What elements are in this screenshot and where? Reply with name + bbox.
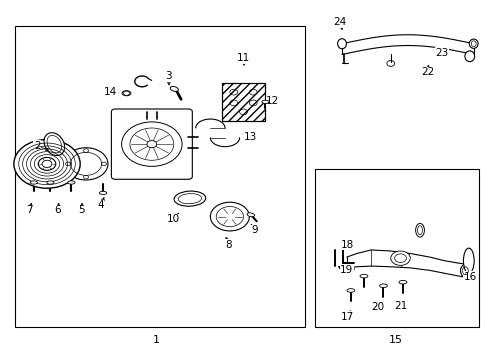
Text: 15: 15 (388, 334, 402, 345)
Ellipse shape (44, 133, 64, 156)
Ellipse shape (460, 265, 469, 277)
FancyBboxPatch shape (111, 109, 192, 179)
Text: 20: 20 (370, 302, 384, 312)
Text: 8: 8 (224, 239, 231, 249)
Text: 10: 10 (167, 215, 180, 224)
Text: 12: 12 (265, 96, 279, 106)
Circle shape (64, 148, 108, 180)
Ellipse shape (359, 274, 367, 278)
Text: 7: 7 (26, 206, 33, 216)
Ellipse shape (47, 181, 54, 184)
Text: 9: 9 (250, 225, 257, 235)
Text: 5: 5 (78, 206, 84, 216)
Text: 2: 2 (34, 141, 41, 151)
Ellipse shape (415, 224, 424, 237)
Bar (315, 169, 478, 327)
Circle shape (14, 139, 80, 188)
Text: 21: 21 (393, 301, 407, 311)
Text: 18: 18 (341, 239, 354, 249)
Ellipse shape (346, 289, 354, 292)
Text: 17: 17 (341, 312, 354, 322)
Circle shape (210, 202, 249, 231)
Ellipse shape (464, 51, 474, 62)
Ellipse shape (337, 39, 346, 49)
Ellipse shape (68, 181, 75, 184)
Text: 16: 16 (463, 272, 476, 282)
Text: 22: 22 (421, 67, 434, 77)
Ellipse shape (174, 191, 205, 206)
Text: 11: 11 (236, 53, 249, 63)
Ellipse shape (463, 248, 473, 273)
Ellipse shape (468, 39, 477, 48)
Ellipse shape (122, 91, 131, 96)
Ellipse shape (30, 181, 38, 184)
Text: 3: 3 (165, 71, 172, 81)
Circle shape (147, 140, 157, 148)
Ellipse shape (170, 86, 178, 91)
Ellipse shape (398, 280, 406, 284)
Bar (221, 83, 265, 121)
Ellipse shape (246, 213, 254, 217)
Text: 14: 14 (103, 87, 117, 97)
Circle shape (390, 251, 409, 265)
Text: 23: 23 (434, 48, 447, 58)
Bar (15, 26, 305, 327)
Text: 4: 4 (97, 200, 104, 210)
Text: 6: 6 (54, 206, 61, 216)
Ellipse shape (261, 100, 268, 103)
Text: 24: 24 (332, 17, 346, 27)
Circle shape (38, 157, 56, 170)
Text: 19: 19 (340, 265, 353, 275)
Ellipse shape (99, 191, 106, 194)
Bar (221, 83, 265, 121)
Text: 13: 13 (243, 132, 257, 142)
Text: 1: 1 (153, 334, 160, 345)
Ellipse shape (379, 284, 386, 288)
Circle shape (122, 122, 182, 166)
